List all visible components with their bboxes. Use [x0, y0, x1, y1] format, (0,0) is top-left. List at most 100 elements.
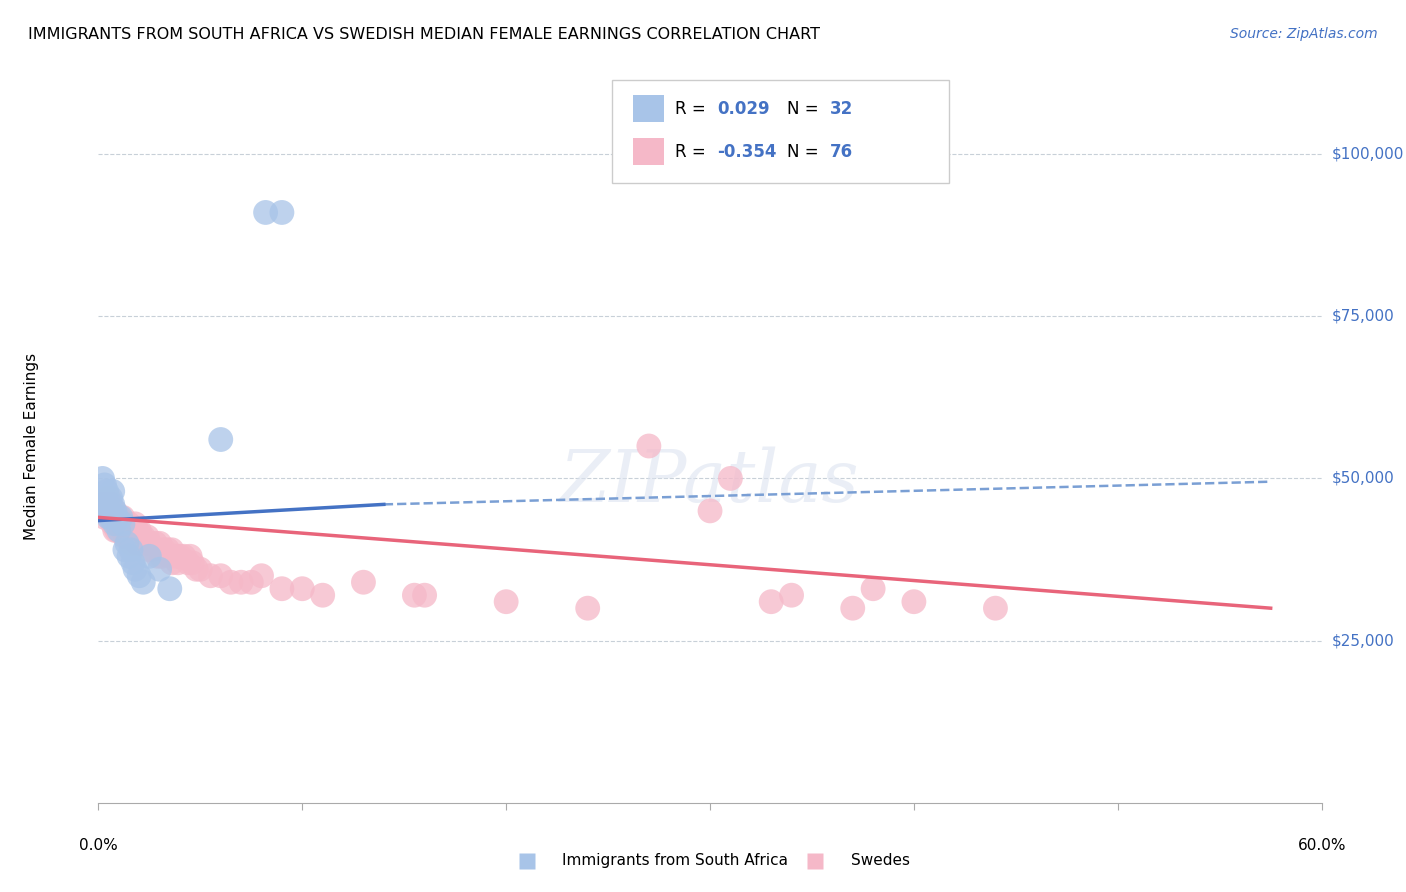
Point — [104, 504, 127, 518]
Text: $75,000: $75,000 — [1331, 309, 1395, 324]
Point — [240, 575, 263, 590]
Text: IMMIGRANTS FROM SOUTH AFRICA VS SWEDISH MEDIAN FEMALE EARNINGS CORRELATION CHART: IMMIGRANTS FROM SOUTH AFRICA VS SWEDISH … — [28, 27, 820, 42]
Point — [111, 516, 134, 531]
Point — [841, 601, 863, 615]
Text: $100,000: $100,000 — [1331, 146, 1405, 161]
Point — [118, 530, 141, 544]
Point — [114, 530, 136, 544]
Point — [101, 516, 124, 531]
Text: R =: R = — [675, 100, 711, 118]
Point — [134, 536, 156, 550]
Text: Immigrants from South Africa: Immigrants from South Africa — [562, 854, 789, 868]
Point — [105, 510, 128, 524]
Point — [761, 595, 783, 609]
Point — [231, 575, 253, 590]
Point — [127, 536, 149, 550]
Point — [862, 582, 884, 596]
Text: 32: 32 — [830, 100, 853, 118]
Point — [219, 575, 242, 590]
Point — [97, 510, 120, 524]
Point — [89, 491, 111, 505]
Point — [118, 516, 141, 531]
Point — [101, 484, 124, 499]
Point — [200, 568, 222, 582]
Text: N =: N = — [787, 100, 824, 118]
Point — [138, 549, 160, 564]
Point — [91, 471, 114, 485]
Point — [114, 516, 136, 531]
Point — [718, 471, 742, 485]
Point — [181, 556, 204, 570]
Point — [149, 562, 172, 576]
Text: 76: 76 — [830, 143, 852, 161]
Point — [270, 205, 294, 219]
Point — [111, 510, 134, 524]
Point — [138, 542, 160, 557]
Point — [173, 549, 195, 564]
Point — [177, 556, 200, 570]
Point — [91, 497, 114, 511]
Text: 0.0%: 0.0% — [79, 838, 118, 854]
Point — [132, 530, 155, 544]
Point — [96, 497, 118, 511]
Point — [128, 536, 150, 550]
Point — [114, 542, 136, 557]
Point — [124, 516, 146, 531]
Point — [254, 205, 277, 219]
Point — [115, 536, 138, 550]
Point — [138, 536, 160, 550]
Point — [209, 568, 232, 582]
Point — [149, 536, 172, 550]
Point — [110, 516, 132, 531]
Text: 0.029: 0.029 — [717, 100, 769, 118]
Point — [352, 575, 374, 590]
Point — [108, 516, 131, 531]
Text: 60.0%: 60.0% — [1298, 838, 1346, 854]
Point — [124, 530, 146, 544]
Point — [93, 510, 115, 524]
Text: N =: N = — [787, 143, 824, 161]
Text: Median Female Earnings: Median Female Earnings — [24, 352, 38, 540]
Text: $25,000: $25,000 — [1331, 633, 1395, 648]
Point — [132, 575, 155, 590]
Point — [129, 530, 152, 544]
Text: ZIPatlas: ZIPatlas — [560, 446, 860, 517]
Text: R =: R = — [675, 143, 711, 161]
Point — [160, 542, 183, 557]
Point — [105, 510, 128, 524]
Point — [576, 601, 599, 615]
Point — [120, 536, 142, 550]
Point — [160, 556, 183, 570]
Point — [120, 542, 142, 557]
Point — [413, 588, 436, 602]
Point — [142, 542, 165, 557]
Point — [159, 549, 181, 564]
Text: -0.354: -0.354 — [717, 143, 776, 161]
Point — [104, 516, 127, 531]
Point — [165, 549, 187, 564]
Point — [118, 549, 141, 564]
Point — [97, 504, 120, 518]
Point — [312, 588, 335, 602]
Point — [146, 549, 169, 564]
Point — [127, 524, 149, 538]
Point — [903, 595, 925, 609]
Point — [101, 510, 124, 524]
Point — [404, 588, 426, 602]
Point — [105, 524, 128, 538]
Point — [169, 549, 191, 564]
Point — [136, 530, 159, 544]
Text: Swedes: Swedes — [851, 854, 910, 868]
Point — [167, 556, 190, 570]
Point — [97, 491, 120, 505]
Point — [250, 568, 273, 582]
Point — [145, 536, 167, 550]
Point — [104, 504, 127, 518]
Point — [124, 562, 146, 576]
Point — [111, 524, 134, 538]
Point — [152, 542, 174, 557]
Point — [93, 478, 115, 492]
Point — [150, 549, 173, 564]
Point — [699, 504, 721, 518]
Point — [100, 510, 122, 524]
